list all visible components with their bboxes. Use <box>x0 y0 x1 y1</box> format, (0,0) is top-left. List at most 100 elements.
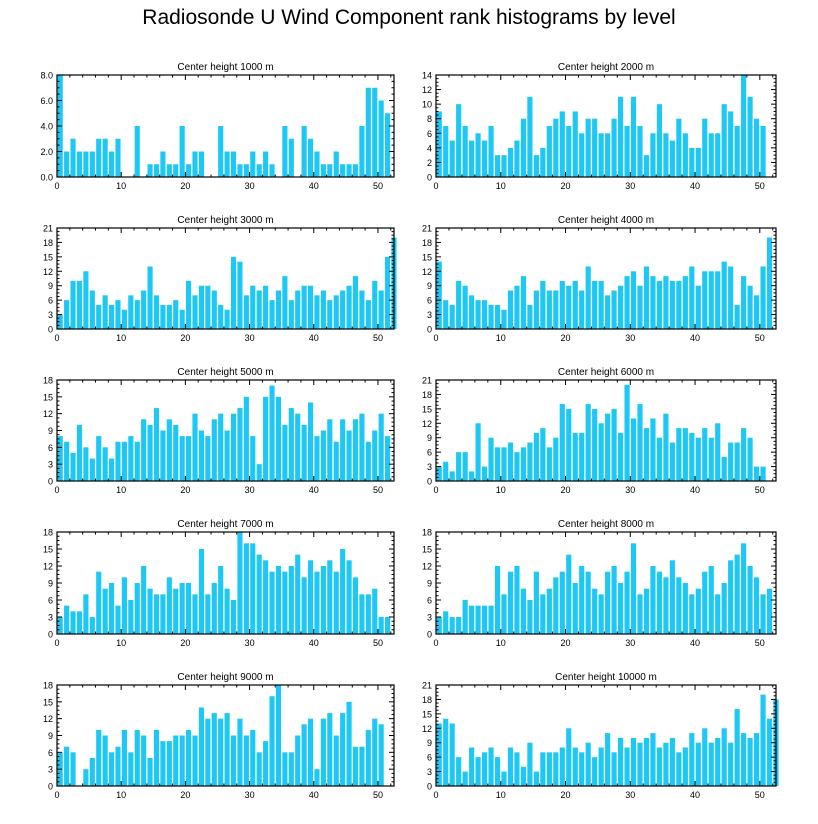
bar <box>741 428 747 481</box>
bar <box>211 713 217 786</box>
x-tick-label: 30 <box>245 790 255 800</box>
bar <box>115 441 121 481</box>
bar <box>702 571 708 634</box>
bar <box>70 138 76 177</box>
bar <box>436 261 442 329</box>
y-tick-label: 6 <box>427 129 432 139</box>
bar <box>747 437 753 481</box>
panel-2: 0 2 4 6 8 10 12 14 0 10 20 30 40 50 Center height 2000… <box>422 62 777 191</box>
y-tick-label: 15 <box>422 404 432 414</box>
y-tick-label: 4 <box>427 143 432 153</box>
y-tick-label: 12 <box>422 724 432 734</box>
bar <box>243 164 249 177</box>
bar <box>314 151 320 177</box>
bar <box>669 737 675 786</box>
bar <box>443 461 449 481</box>
y-tick-label: 6 <box>427 753 432 763</box>
bar <box>520 447 527 481</box>
bar <box>96 729 102 786</box>
bar <box>747 285 753 329</box>
bar <box>501 771 507 786</box>
bar <box>566 285 572 329</box>
bar <box>533 155 539 177</box>
bar <box>320 164 326 177</box>
bar <box>663 577 669 634</box>
bar <box>520 588 527 634</box>
bar <box>676 118 682 177</box>
bar <box>643 155 650 177</box>
bar <box>617 285 624 329</box>
bar <box>263 396 269 481</box>
bar <box>559 747 565 786</box>
bar <box>494 447 501 481</box>
bar <box>514 752 520 786</box>
y-tick-label: 6.0 <box>40 96 53 106</box>
bar <box>527 304 533 329</box>
bar <box>263 560 269 634</box>
bar <box>624 276 630 329</box>
bar <box>96 436 102 481</box>
x-tick-label: 10 <box>116 638 126 648</box>
bar <box>243 735 249 786</box>
bar <box>224 309 230 329</box>
x-tick-label: 50 <box>373 485 383 495</box>
bar <box>89 617 95 634</box>
bar <box>230 151 237 177</box>
y-tick-label: 3 <box>427 613 432 623</box>
bar <box>682 276 688 329</box>
bar <box>637 594 643 634</box>
bar <box>624 384 630 481</box>
bar <box>288 300 294 329</box>
y-tick-label: 12 <box>422 562 432 572</box>
bar <box>352 276 359 329</box>
bar <box>269 696 275 786</box>
bar <box>760 126 766 177</box>
bar <box>663 413 669 481</box>
bar <box>611 408 617 481</box>
bar <box>102 735 108 786</box>
bar <box>449 471 455 481</box>
bar <box>475 757 481 786</box>
bar <box>295 290 301 329</box>
bar <box>160 304 166 329</box>
bar <box>256 164 262 177</box>
bar <box>689 432 695 481</box>
bar <box>250 151 256 177</box>
bar <box>741 543 747 634</box>
bar <box>715 594 721 634</box>
bar <box>327 713 333 786</box>
bar <box>540 752 546 786</box>
bar <box>230 600 237 634</box>
bar <box>663 133 669 177</box>
bar <box>507 147 514 177</box>
x-tick-label: 40 <box>309 333 319 343</box>
bar <box>637 285 643 329</box>
bar <box>546 126 552 177</box>
bar <box>166 164 172 177</box>
bar <box>650 276 656 329</box>
bar <box>540 147 546 177</box>
bar <box>64 605 70 634</box>
bar <box>579 752 585 786</box>
bar <box>676 280 682 329</box>
bar <box>443 126 449 177</box>
y-tick-label: 0 <box>48 477 53 487</box>
bar <box>475 133 481 177</box>
x-tick-label: 20 <box>561 790 571 800</box>
bar <box>153 295 160 329</box>
bar <box>218 304 224 329</box>
bar <box>501 447 507 481</box>
bar <box>378 724 384 786</box>
bar <box>462 600 468 634</box>
bar <box>365 441 371 481</box>
panel-title: Center height 6000 m <box>558 367 654 378</box>
bar <box>282 424 288 481</box>
bar <box>585 742 591 786</box>
bar <box>179 583 185 634</box>
x-tick-label: 40 <box>309 638 319 648</box>
x-tick-label: 0 <box>433 638 438 648</box>
bar <box>295 554 301 634</box>
bar <box>566 554 572 634</box>
y-tick-label: 14 <box>422 71 432 81</box>
y-tick-label: 9 <box>427 281 432 291</box>
